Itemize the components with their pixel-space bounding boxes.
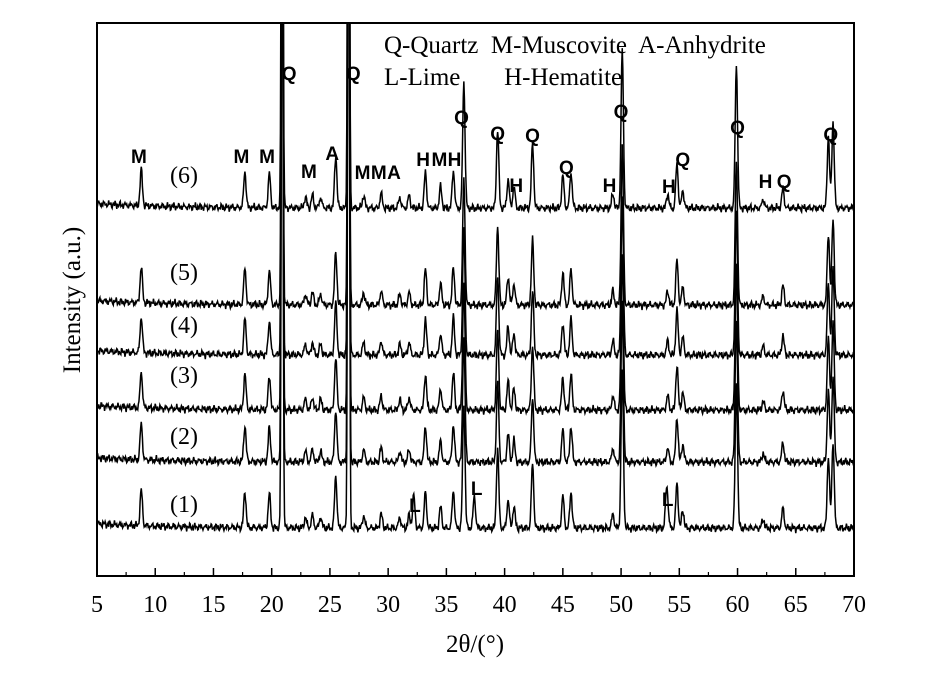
x-tick-label: 40 bbox=[493, 592, 517, 618]
x-axis-label: 2θ/(°) bbox=[446, 631, 504, 658]
series-label: (2) bbox=[170, 424, 198, 450]
x-tick-label: 35 bbox=[434, 592, 458, 618]
x-tick-label: 25 bbox=[318, 592, 342, 618]
peak-annotation: Q bbox=[675, 150, 690, 171]
series-label: (5) bbox=[170, 260, 198, 286]
series-label: (6) bbox=[170, 163, 198, 189]
legend-line-1: Q-Quartz M-Muscovite A-Anhydrite bbox=[384, 32, 766, 59]
series-layer bbox=[97, 23, 854, 535]
x-tick-label: 10 bbox=[143, 592, 167, 618]
peak-annotation: M bbox=[371, 163, 387, 184]
series-line-5 bbox=[97, 23, 854, 312]
series-label: (3) bbox=[170, 363, 198, 389]
peak-annotation: Q bbox=[730, 118, 745, 139]
peak-annotation: L bbox=[409, 496, 421, 517]
peak-annotation: H bbox=[448, 150, 462, 171]
peak-annotation: L bbox=[662, 490, 674, 511]
peak-annotation: Q bbox=[614, 102, 629, 123]
series-line-4 bbox=[97, 23, 854, 361]
peak-annotation: Q bbox=[559, 158, 574, 179]
peak-annotation: M bbox=[355, 163, 371, 184]
peak-annotation: Q bbox=[525, 126, 540, 147]
y-axis-label: Intensity (a.u.) bbox=[59, 227, 86, 373]
x-tick-label: 45 bbox=[551, 592, 575, 618]
series-label-layer: (1) (2) (3) (4) (5) (6) bbox=[170, 163, 198, 518]
peak-annotation: H bbox=[759, 172, 773, 193]
peak-annotation: H bbox=[509, 176, 523, 197]
peak-annotation: Q bbox=[454, 108, 469, 129]
peak-annotation: M bbox=[431, 150, 447, 171]
peak-annotation: Q bbox=[777, 172, 792, 193]
peak-annotation: M bbox=[233, 147, 249, 168]
peak-annotation: Q bbox=[282, 64, 297, 85]
x-tick-label: 5 bbox=[91, 592, 103, 618]
x-tick-label: 50 bbox=[609, 592, 633, 618]
peak-annotation: M bbox=[131, 147, 147, 168]
x-tick-label: 60 bbox=[726, 592, 750, 618]
peak-annotation: A bbox=[387, 163, 401, 184]
x-tick-label: 65 bbox=[784, 592, 808, 618]
series-label: (4) bbox=[170, 313, 198, 339]
x-tick-label: 20 bbox=[260, 592, 284, 618]
peak-annotation: Q bbox=[346, 64, 361, 85]
peak-annotation: L bbox=[471, 479, 483, 500]
series-line-3 bbox=[97, 23, 854, 417]
peak-annotation: A bbox=[325, 144, 339, 165]
series-line-6 bbox=[97, 23, 854, 215]
peak-annotation: H bbox=[416, 150, 430, 171]
x-tick-label: 15 bbox=[201, 592, 225, 618]
x-tick-label: 30 bbox=[376, 592, 400, 618]
x-tick-label: 55 bbox=[667, 592, 691, 618]
x-axis-ticks: 5 10 15 20 25 30 35 40 45 50 55 60 65 70 bbox=[91, 568, 866, 618]
peak-annotation: M bbox=[259, 147, 275, 168]
legend: Q-Quartz M-Muscovite A-Anhydrite L-Lime … bbox=[384, 32, 766, 91]
series-line-1 bbox=[97, 23, 854, 535]
peak-annotation: M bbox=[301, 162, 317, 183]
series-label: (1) bbox=[170, 492, 198, 518]
peak-annotation: Q bbox=[823, 125, 838, 146]
x-tick-label: 70 bbox=[842, 592, 866, 618]
legend-line-2: L-Lime H-Hematite bbox=[384, 64, 622, 91]
peak-annotation: H bbox=[662, 177, 676, 198]
series-line-2 bbox=[97, 23, 854, 469]
peak-annotation: Q bbox=[490, 124, 505, 145]
peak-annotation: H bbox=[603, 176, 617, 197]
